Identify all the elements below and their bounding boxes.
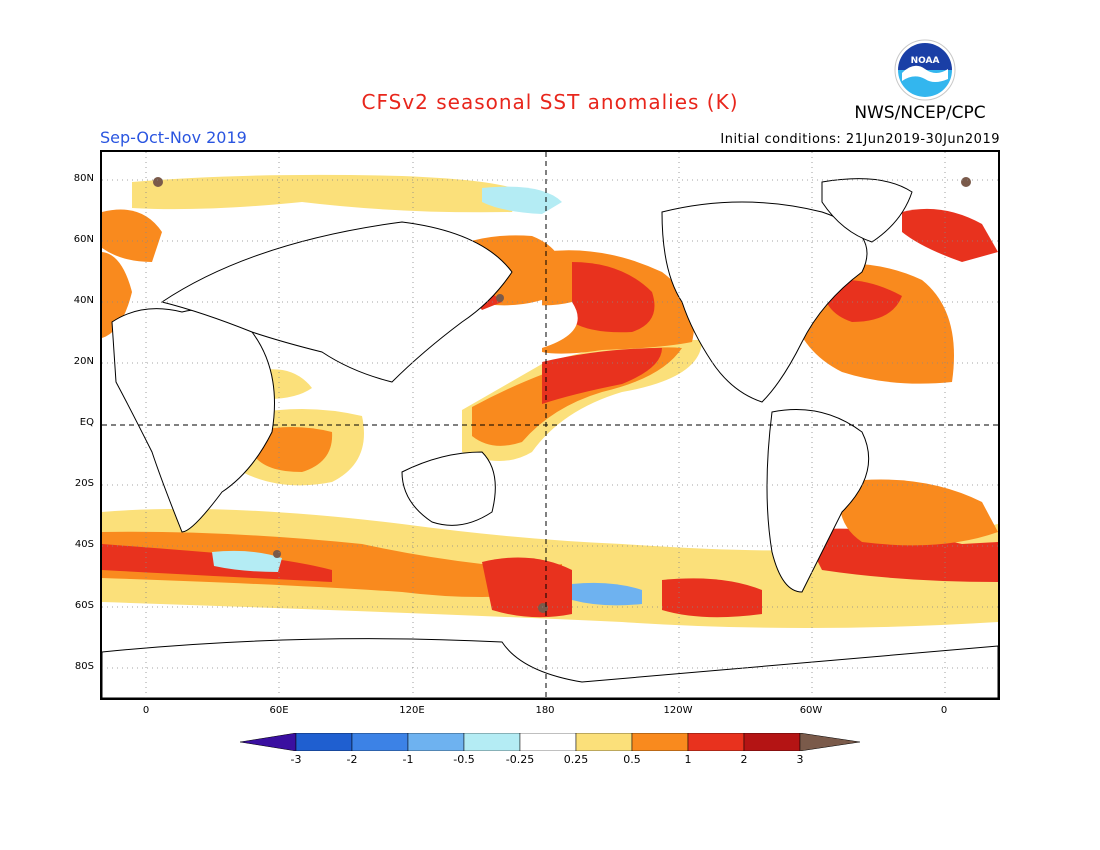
colorbar-tick-label: 2 (740, 753, 748, 766)
lon-label: 120W (663, 705, 693, 716)
colorbar-tick-label: 0.25 (563, 753, 589, 766)
colorbar-segment (631, 733, 689, 751)
lon-label: 180 (535, 705, 555, 716)
colorbar-tick-label: -1 (402, 753, 414, 766)
lat-label: 40N (73, 295, 94, 306)
chart-title: CFSv2 seasonal SST anomalies (K) (361, 90, 739, 114)
lat-label: 20S (74, 478, 94, 489)
land-layer (102, 178, 998, 698)
graticule (102, 152, 998, 698)
noaa-logo: NOAA (894, 39, 956, 101)
anomaly-field-layer (102, 174, 998, 628)
agency-label: NWS/NCEP/CPC (854, 103, 986, 123)
colorbar-segment (799, 733, 861, 751)
map-canvas (102, 152, 998, 698)
lat-label: 60N (73, 234, 94, 245)
season-label: Sep-Oct-Nov 2019 (100, 128, 247, 147)
lat-label: 20N (73, 356, 94, 367)
reference-lines (102, 152, 998, 698)
colorbar-tick-label: -3 (290, 753, 302, 766)
colorbar-segment (575, 733, 633, 751)
lat-label: 60S (74, 600, 94, 611)
lat-label: 80N (73, 173, 94, 184)
lat-label: 40S (74, 539, 94, 550)
lon-label: 0 (142, 705, 150, 716)
lon-label: 0 (940, 705, 948, 716)
colorbar-tick-label: 0.5 (623, 753, 641, 766)
colorbar-segment (240, 733, 297, 751)
colorbar-tick-label: 3 (796, 753, 804, 766)
colorbar-segment (743, 733, 801, 751)
initial-conditions-label: Initial conditions: 21Jun2019-30Jun2019 (720, 132, 1000, 147)
lat-label: 80S (74, 661, 94, 672)
colorbar-tick-label: 1 (684, 753, 692, 766)
colorbar-segment (463, 733, 521, 751)
sst-anomaly-map (100, 150, 1000, 700)
colorbar-tick-label: -0.25 (505, 753, 535, 766)
colorbar-segment (519, 733, 577, 751)
colorbar-segment (295, 733, 353, 751)
lon-label: 120E (399, 705, 425, 716)
lon-label: 60W (799, 705, 823, 716)
colorbar (240, 733, 861, 751)
colorbar-tick-label: -0.5 (453, 753, 475, 766)
colorbar-segment (407, 733, 465, 751)
lon-label: 60E (269, 705, 289, 716)
lat-label: EQ (79, 417, 94, 428)
colorbar-segment (687, 733, 745, 751)
colorbar-segment (351, 733, 409, 751)
colorbar-tick-label: -2 (346, 753, 358, 766)
logo-text: NOAA (911, 56, 940, 66)
